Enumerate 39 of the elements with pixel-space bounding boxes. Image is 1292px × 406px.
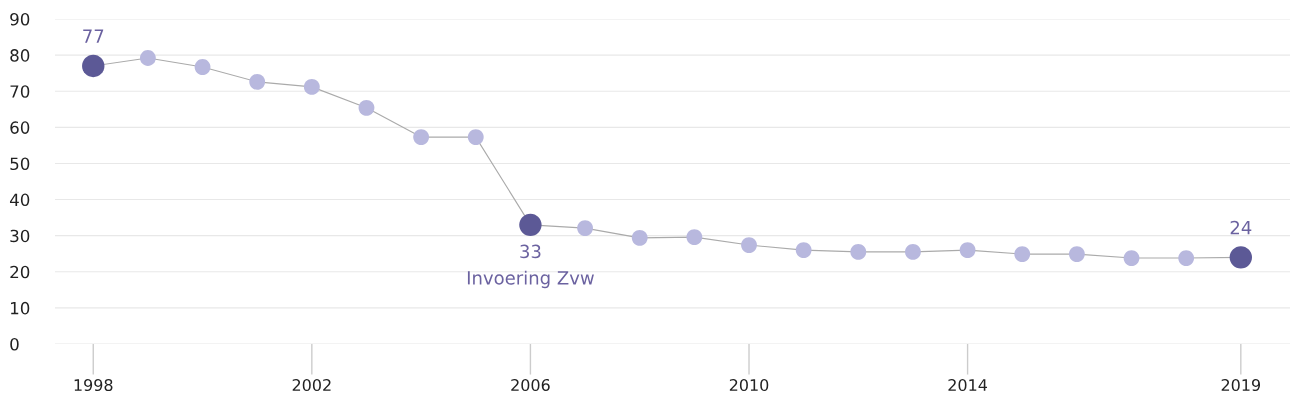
x-tick-label: 2002 xyxy=(292,379,331,392)
point xyxy=(959,242,976,259)
y-tick-label: 10 xyxy=(11,301,30,315)
point xyxy=(413,129,430,145)
y-tick-label: 0 xyxy=(10,337,19,351)
annotation: Invoering Zvw xyxy=(467,270,594,289)
point xyxy=(358,99,375,116)
y-tick-label: 30 xyxy=(10,229,30,243)
point xyxy=(795,242,812,259)
x-tick-label: 2010 xyxy=(729,379,769,392)
point xyxy=(850,244,867,260)
y-tick-label: 20 xyxy=(10,265,30,279)
y-tick-label: 80 xyxy=(10,49,30,62)
point xyxy=(194,59,211,75)
point xyxy=(741,237,757,253)
y-tick-label: 40 xyxy=(9,193,30,207)
point xyxy=(1068,246,1085,262)
x-tick-label: 2014 xyxy=(948,379,988,392)
data-label: 33 xyxy=(520,244,541,259)
point xyxy=(303,78,320,95)
point xyxy=(686,229,703,246)
data-label: 24 xyxy=(1230,220,1252,235)
x-tick-label: 2019 xyxy=(1221,379,1261,392)
point xyxy=(139,50,156,66)
point xyxy=(1014,246,1031,262)
data-label: 77 xyxy=(83,29,104,43)
point xyxy=(577,220,593,236)
point xyxy=(905,244,921,260)
point xyxy=(631,229,648,246)
point xyxy=(467,129,484,145)
x-tick-label: 1998 xyxy=(74,379,113,392)
point xyxy=(1178,250,1195,266)
y-tick-label: 70 xyxy=(10,85,30,98)
y-tick-label: 90 xyxy=(10,12,30,26)
point xyxy=(249,73,266,90)
y-tick-label: 50 xyxy=(10,157,30,171)
x-tick-label: 2006 xyxy=(511,379,550,392)
y-tick-label: 60 xyxy=(10,121,30,134)
point xyxy=(1123,250,1140,266)
